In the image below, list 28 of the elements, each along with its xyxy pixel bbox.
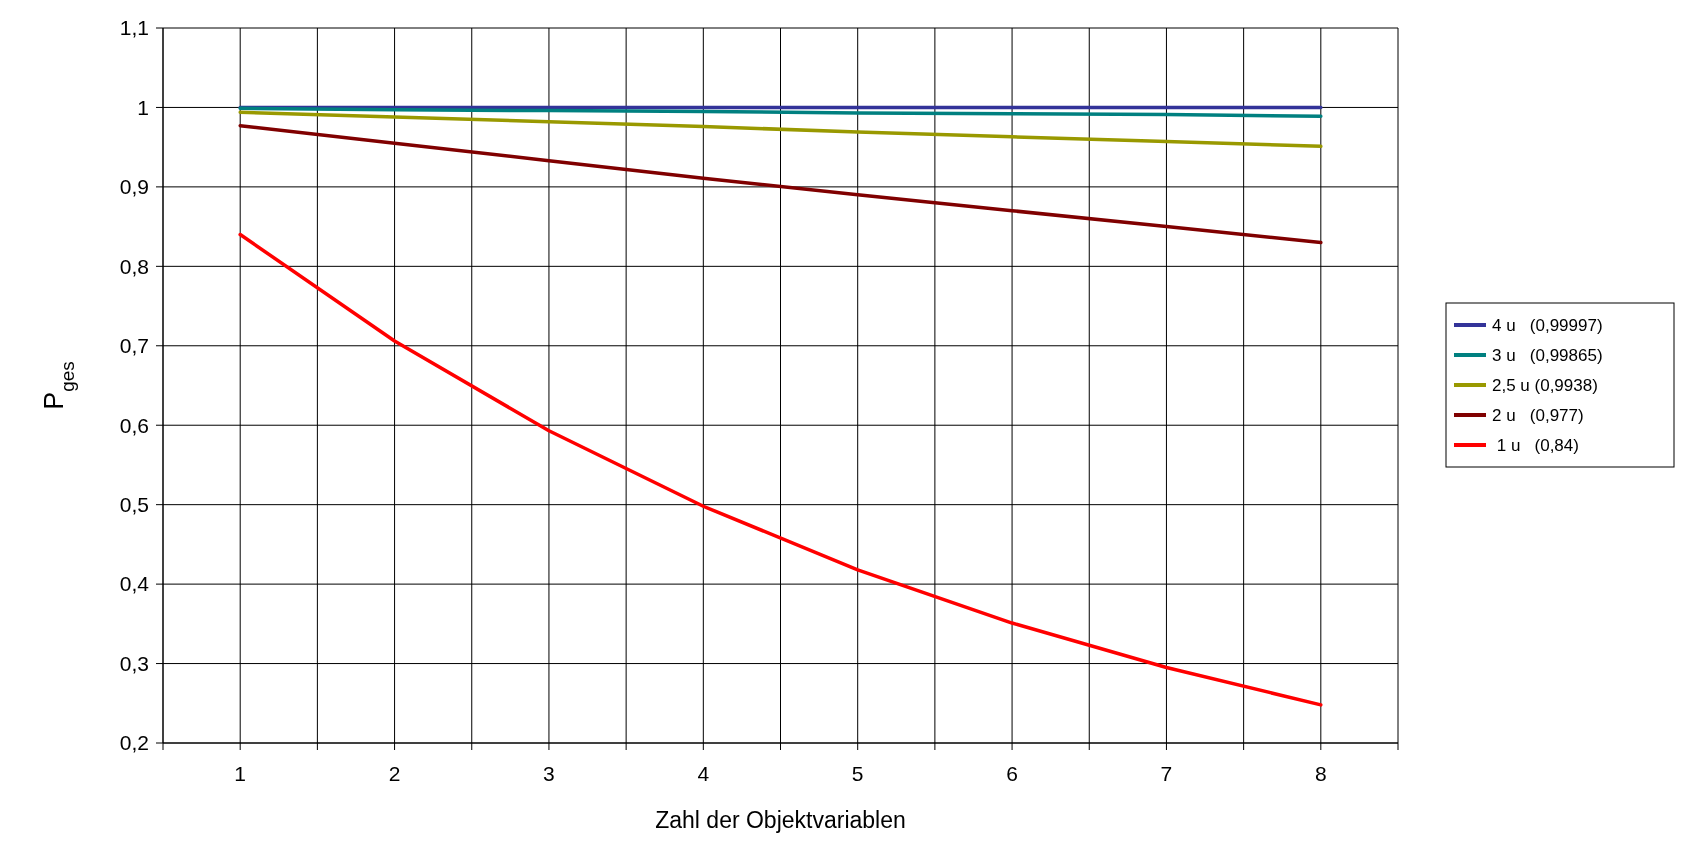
- y-tick-label: 1: [137, 95, 149, 119]
- y-tick-label: 0,3: [119, 651, 149, 675]
- line-series: [238, 123, 1323, 245]
- x-tick-label: 3: [543, 762, 555, 785]
- legend-label: 4 u (0,99997): [1492, 315, 1603, 335]
- x-tick-label: 7: [1160, 762, 1173, 785]
- x-tick-label: 1: [234, 762, 247, 785]
- legend-label: 1 u (0,84): [1492, 435, 1579, 455]
- y-tick-label: 1,1: [119, 16, 149, 40]
- x-tick-label: 2: [388, 762, 401, 785]
- y-tick-label: 0,8: [119, 254, 149, 278]
- x-axis-title: Zahl der Objektvariablen: [655, 807, 906, 833]
- y-tick-label: 0,7: [119, 334, 149, 358]
- legend-label: 2,5 u (0,9938): [1492, 375, 1598, 395]
- y-tick-label: 0,2: [119, 731, 149, 755]
- y-tick-label: 0,6: [119, 413, 149, 437]
- x-tick-label: 8: [1314, 762, 1327, 785]
- line-series: [238, 232, 1323, 707]
- y-tick-label: 0,5: [119, 493, 149, 517]
- legend-label: 3 u (0,99865): [1492, 345, 1603, 365]
- line-series: [238, 110, 1323, 149]
- x-tick-label: 5: [851, 762, 864, 785]
- line-series: [238, 106, 1323, 118]
- legend-label: 2 u (0,977): [1492, 405, 1584, 425]
- x-tick-label: 4: [697, 762, 710, 785]
- x-tick-label: 6: [1006, 762, 1018, 785]
- y-tick-label: 0,4: [119, 572, 150, 596]
- y-tick-label: 0,9: [119, 175, 149, 199]
